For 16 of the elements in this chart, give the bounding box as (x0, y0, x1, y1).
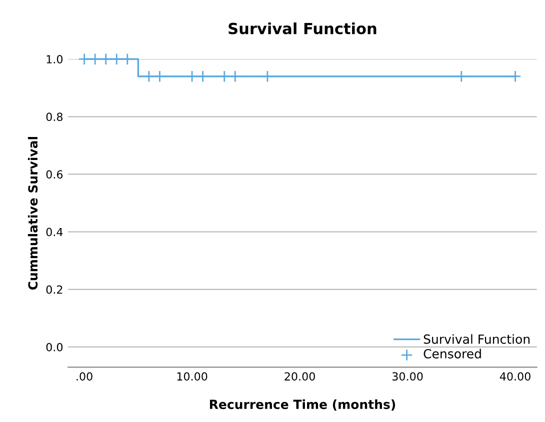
x-tick-label: 30.00 (392, 372, 423, 381)
chart-title: Survival Function (228, 22, 376, 34)
x-tick-label: 40.00 (500, 372, 530, 381)
y-tick-label: 0.8 (46, 112, 63, 122)
x-tick-label: 20.00 (284, 372, 315, 381)
y-tick-label: 0.6 (46, 170, 63, 179)
y-tick-label: 1.0 (46, 55, 63, 64)
y-axis-title: Cummulative Survival (28, 136, 38, 290)
x-tick-label: 10.00 (177, 372, 208, 381)
x-axis-title: Recurrence Time (months) (210, 399, 396, 411)
y-tick-label: 0.0 (46, 342, 63, 352)
x-tick-label: .00 (76, 372, 92, 381)
legend-label: Censored (424, 348, 481, 358)
legend-label: Survival Function (424, 334, 530, 344)
y-tick-label: 0.2 (46, 285, 62, 294)
y-tick-label: 0.4 (46, 228, 63, 236)
